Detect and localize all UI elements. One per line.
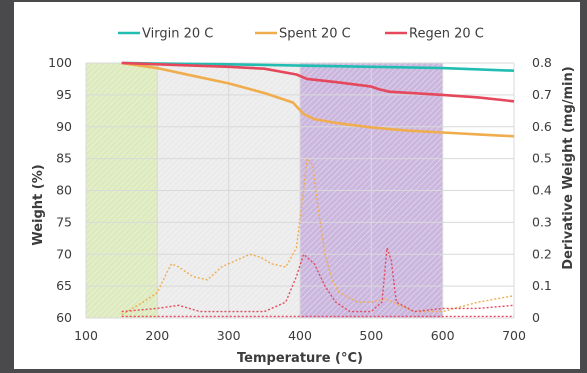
series-line-3 (121, 157, 515, 316)
series-line-2 (121, 61, 515, 103)
y2-tick-label: 0.3 (532, 214, 552, 229)
x-tick-label: 500 (359, 328, 383, 343)
y-tick-label: 60 (56, 310, 72, 325)
y-tick-label: 70 (56, 246, 72, 261)
y2-tick-label: 0.7 (532, 87, 552, 102)
y2-tick-label: 0.5 (532, 151, 552, 166)
y2-tick-label: 0.2 (532, 246, 552, 261)
y-tick-label: 90 (56, 119, 72, 134)
y2-axis-title: Derivative Weight (mg/min) (561, 66, 576, 269)
y2-tick-label: 0 (532, 310, 540, 325)
y-tick-label: 85 (56, 151, 72, 166)
y2-tick-label: 0.4 (532, 183, 552, 198)
x-tick-label: 700 (502, 328, 526, 343)
y-tick-label: 65 (56, 278, 72, 293)
series-line-1 (121, 61, 515, 138)
x-tick-label: 600 (431, 328, 455, 343)
x-tick-label: 400 (288, 328, 312, 343)
legend-label: Spent 20 C (279, 27, 351, 42)
y2-tick-label: 0.8 (532, 55, 552, 70)
y-tick-label: 80 (56, 183, 72, 198)
x-tick-label: 200 (145, 328, 169, 343)
legend-label: Regen 20 C (409, 27, 484, 42)
legend-label: Virgin 20 C (142, 27, 213, 42)
y-tick-label: 100 (48, 55, 72, 70)
series-line-4 (121, 247, 515, 313)
y-tick-label: 75 (56, 214, 72, 229)
y-tick-label: 95 (56, 87, 72, 102)
x-axis-title: Temperature (°C) (237, 351, 363, 366)
x-tick-label: 100 (74, 328, 98, 343)
y-axis-title: Weight (%) (31, 164, 46, 245)
y2-tick-label: 0.6 (532, 119, 552, 134)
y2-tick-label: 0.1 (532, 278, 552, 293)
x-tick-label: 300 (217, 328, 241, 343)
